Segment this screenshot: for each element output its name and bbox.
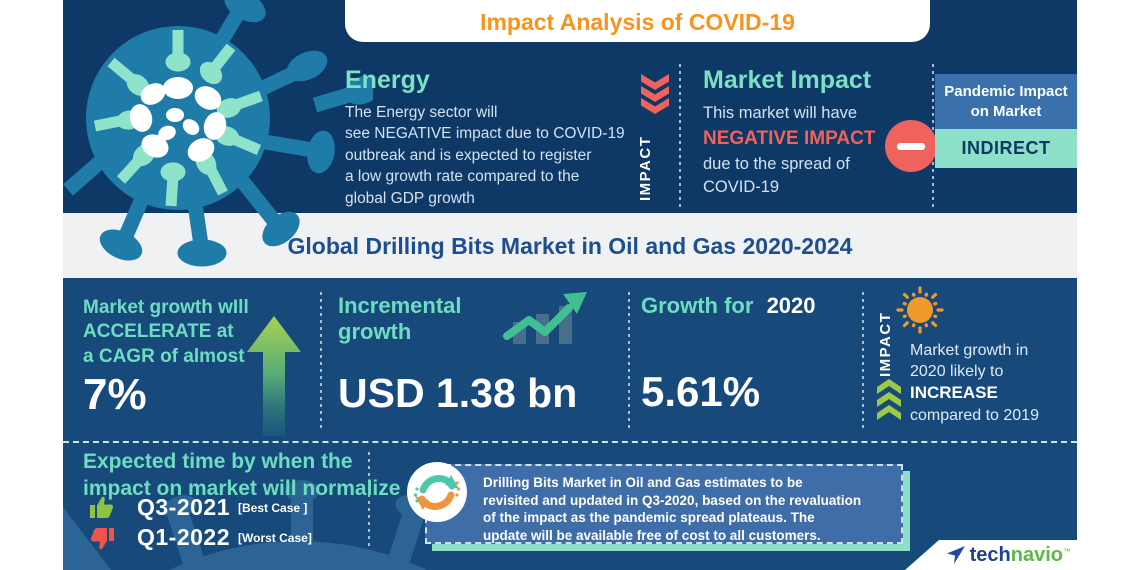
market-impact-heading: Market Impact bbox=[703, 66, 872, 94]
outlook-impact-label: IMPACT bbox=[877, 311, 894, 377]
negative-impact-icon bbox=[885, 120, 937, 172]
outlook-emphasis: INCREASE bbox=[910, 383, 998, 403]
refresh-arrows-icon bbox=[413, 475, 461, 510]
worst-case-label: [Worst Case] bbox=[238, 530, 312, 545]
virus-sun-icon bbox=[896, 286, 944, 334]
worst-case-quarter: Q1-2022 bbox=[137, 524, 231, 550]
virus-silhouette-decoration bbox=[63, 480, 429, 570]
vertical-dotted-divider bbox=[862, 292, 864, 428]
update-note-text: Drilling Bits Market in Oil and Gas esti… bbox=[483, 475, 862, 543]
market-impact-line1: This market will have bbox=[703, 104, 858, 122]
top-banner: Impact Analysis of COVID-19 bbox=[345, 0, 930, 42]
triple-chevron-up-icon bbox=[877, 379, 901, 420]
growth-up-arrow-icon bbox=[247, 316, 301, 436]
best-case-quarter: Q3-2021 bbox=[137, 494, 231, 520]
worst-case-row: Q1-2022 [Worst Case] bbox=[89, 524, 312, 551]
technavio-logo-icon bbox=[946, 546, 965, 564]
refresh-icon bbox=[407, 462, 467, 522]
brand-band: tech navio ™ bbox=[905, 540, 1077, 570]
update-note-box: Drilling Bits Market in Oil and Gas esti… bbox=[425, 464, 903, 544]
normalization-heading: Expected time by when the impact on mark… bbox=[83, 450, 401, 501]
energy-section: Energy The Energy sector will see NEGATI… bbox=[345, 66, 635, 209]
growth-2020-heading: Growth for 2020 bbox=[641, 293, 816, 319]
brand-name-part2: navio bbox=[1010, 543, 1063, 566]
cagr-text: Market growth wIll ACCELERATE at a CAGR … bbox=[83, 297, 249, 367]
vertical-dotted-divider bbox=[368, 452, 370, 564]
growth-2020-prefix: Growth for bbox=[641, 293, 754, 318]
title-band-background bbox=[63, 213, 1077, 278]
outlook-text: Market growth in 2020 likely to INCREASE… bbox=[910, 340, 1077, 426]
vertical-dotted-divider bbox=[679, 64, 681, 207]
best-case-label: [Best Case ] bbox=[238, 500, 308, 515]
minus-bar bbox=[897, 143, 925, 150]
triple-chevron-down-icon bbox=[641, 74, 669, 114]
market-impact-highlight: NEGATIVE IMPACT bbox=[703, 127, 876, 149]
technavio-logo: tech navio ™ bbox=[946, 544, 1071, 567]
energy-body: The Energy sector will see NEGATIVE impa… bbox=[345, 104, 625, 207]
energy-impact-indicator: IMPACT bbox=[637, 74, 673, 207]
energy-heading: Energy bbox=[345, 66, 430, 94]
pandemic-impact-label: Pandemic Impact on Market bbox=[935, 74, 1077, 129]
outlook-text-before: Market growth in 2020 likely to bbox=[910, 342, 1029, 381]
brand-name-part1: tech bbox=[969, 543, 1011, 566]
brand-trademark: ™ bbox=[1063, 546, 1071, 556]
pandemic-impact-value: INDIRECT bbox=[935, 129, 1077, 168]
thumbs-down-icon bbox=[90, 527, 114, 549]
line-chart-icon bbox=[503, 292, 587, 344]
coronavirus-icon bbox=[63, 0, 373, 267]
pandemic-impact-box: Pandemic Impact on Market INDIRECT bbox=[935, 74, 1077, 168]
report-title: Global Drilling Bits Market in Oil and G… bbox=[287, 233, 853, 259]
cagr-value: 7% bbox=[83, 370, 147, 419]
incremental-growth-heading: Incremental growth bbox=[338, 293, 462, 345]
energy-impact-label: IMPACT bbox=[637, 135, 654, 201]
growth-2020-value: 5.61% bbox=[641, 368, 761, 415]
market-impact-line2: due to the spread of COVID-19 bbox=[703, 154, 850, 197]
thumbs-up-icon bbox=[90, 496, 114, 518]
top-banner-title: Impact Analysis of COVID-19 bbox=[480, 9, 795, 35]
vertical-dotted-divider bbox=[320, 292, 322, 428]
growth-2020-year: 2020 bbox=[766, 293, 816, 318]
incremental-growth-value: USD 1.38 bn bbox=[338, 370, 578, 416]
infographic-content: Impact Analysis of COVID-19 Energy The E… bbox=[63, 0, 1077, 570]
vertical-dotted-divider bbox=[628, 292, 630, 428]
outlook-text-after: compared to 2019 bbox=[910, 406, 1039, 424]
best-case-row: Q3-2021 [Best Case ] bbox=[89, 494, 307, 521]
market-impact-section: Market Impact This market will have NEGA… bbox=[703, 66, 903, 200]
